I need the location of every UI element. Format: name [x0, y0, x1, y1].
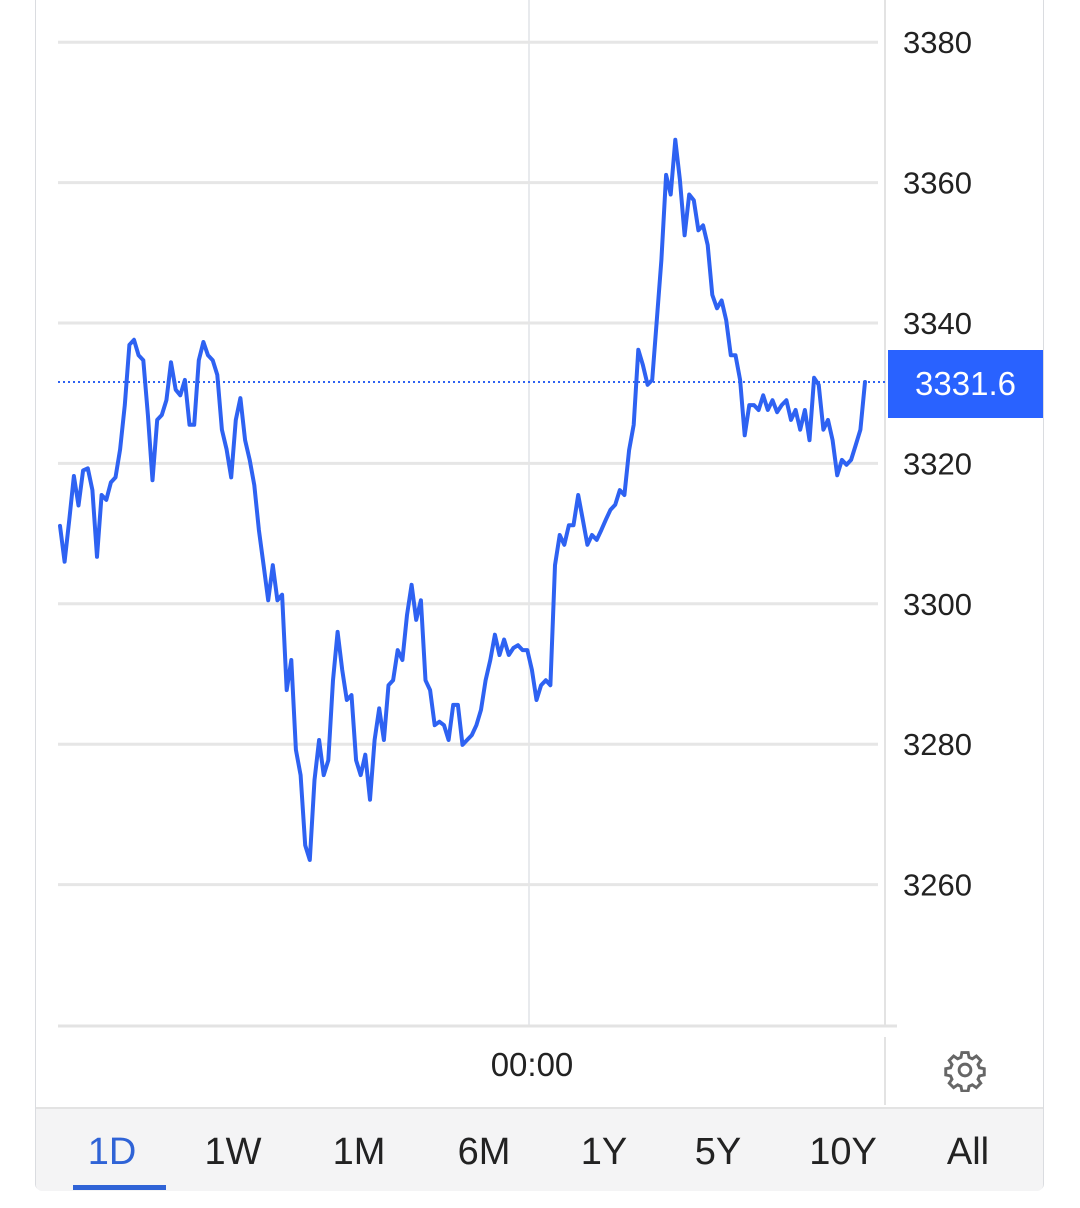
- range-tabs: 1D 1W 1M 6M 1Y 5Y 10Y All: [36, 1107, 1043, 1191]
- y-tick-label: 3340: [903, 306, 972, 341]
- gear-icon[interactable]: [943, 1048, 987, 1092]
- price-series-line: [58, 137, 867, 862]
- current-price-tag: 3331.6: [888, 350, 1043, 418]
- tab-all[interactable]: All: [946, 1131, 990, 1173]
- tab-1y[interactable]: 1Y: [580, 1131, 628, 1173]
- tab-5y[interactable]: 5Y: [694, 1131, 742, 1173]
- tab-1w[interactable]: 1W: [204, 1131, 262, 1173]
- y-tick-label: 3320: [903, 446, 972, 481]
- tab-1d[interactable]: 1D: [87, 1131, 137, 1173]
- y-tick-label: 3360: [903, 166, 972, 201]
- tab-1m[interactable]: 1M: [332, 1131, 386, 1173]
- tab-6m[interactable]: 6M: [457, 1131, 511, 1173]
- y-tick-label: 3260: [903, 868, 972, 903]
- tab-10y[interactable]: 10Y: [809, 1131, 877, 1173]
- y-tick-label: 3300: [903, 587, 972, 622]
- price-chart[interactable]: 3260 3280 3300 3320 3340 3360 3380: [0, 0, 1080, 1105]
- active-tab-indicator: [73, 1185, 166, 1190]
- y-tick-label: 3380: [903, 25, 972, 60]
- x-tick-label: 00:00: [490, 1046, 574, 1083]
- y-tick-label: 3280: [903, 727, 972, 762]
